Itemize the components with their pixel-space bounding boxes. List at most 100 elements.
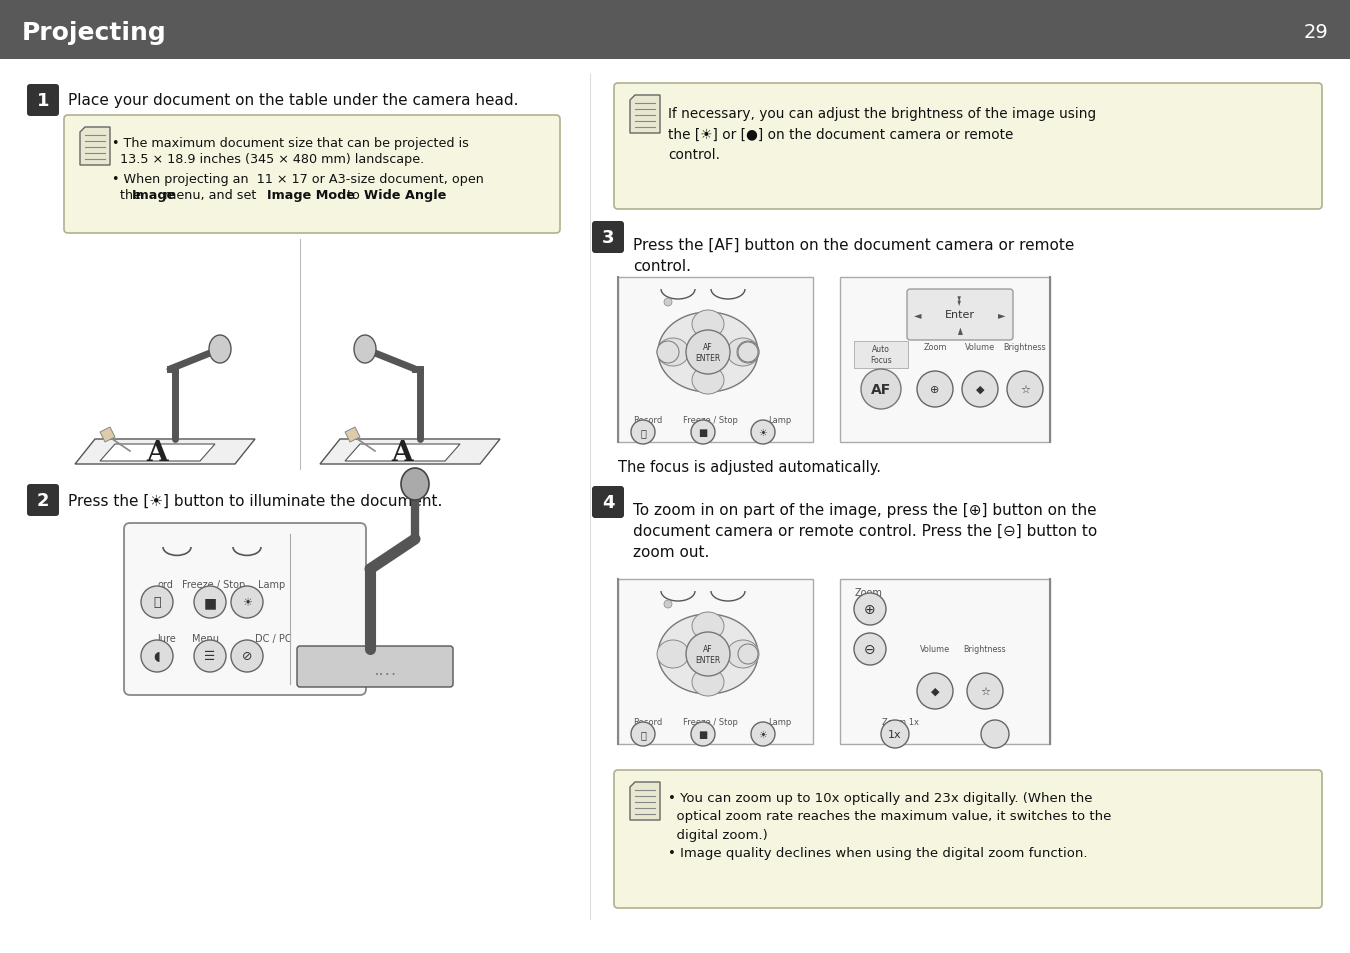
Text: The focus is adjusted automatically.: The focus is adjusted automatically. [618,459,882,475]
Text: .: . [433,189,437,202]
Text: ■: ■ [698,729,707,740]
Circle shape [664,298,672,307]
Circle shape [231,586,263,618]
Text: AF: AF [871,382,891,396]
Circle shape [1007,372,1044,408]
Text: Image Mode: Image Mode [267,189,355,202]
FancyBboxPatch shape [63,116,560,233]
Circle shape [917,673,953,709]
Text: ☀: ☀ [242,598,252,607]
Circle shape [738,644,757,664]
Circle shape [882,720,909,748]
Ellipse shape [401,469,429,500]
Text: ⊖: ⊖ [864,642,876,657]
Polygon shape [76,439,255,464]
Text: A: A [392,440,413,467]
Text: •• • •: •• • • [375,671,396,678]
Text: Freeze / Stop: Freeze / Stop [683,416,738,424]
Text: ⊕: ⊕ [864,602,876,617]
Text: Projecting: Projecting [22,21,167,45]
FancyBboxPatch shape [618,277,813,442]
Text: • When projecting an  11 × 17 or A3-size document, open: • When projecting an 11 × 17 or A3-size … [112,172,483,186]
Circle shape [967,673,1003,709]
Text: Brightness: Brightness [964,644,1006,654]
Text: ■: ■ [204,596,216,609]
Ellipse shape [693,668,724,697]
Text: ◄: ◄ [914,310,922,319]
Text: 📷: 📷 [154,596,161,609]
Polygon shape [346,444,460,461]
Circle shape [917,372,953,408]
Text: Lamp: Lamp [768,416,791,424]
Text: A: A [146,440,167,467]
Circle shape [231,640,263,672]
Text: 3: 3 [602,229,614,247]
FancyBboxPatch shape [840,277,1050,442]
FancyBboxPatch shape [618,579,813,744]
FancyBboxPatch shape [0,0,1350,60]
Circle shape [738,343,757,363]
Circle shape [194,640,225,672]
FancyBboxPatch shape [124,523,366,696]
Text: ◆: ◆ [930,686,940,697]
Text: Lamp: Lamp [258,579,285,589]
Text: Freeze / Stop: Freeze / Stop [182,579,246,589]
Text: If necessary, you can adjust the brightness of the image using
the [☀] or [●] on: If necessary, you can adjust the brightn… [668,107,1096,162]
Text: 29: 29 [1303,24,1328,43]
FancyBboxPatch shape [840,579,1050,744]
Text: menu, and set: menu, and set [161,189,261,202]
Text: ☀: ☀ [759,729,767,740]
Ellipse shape [693,367,724,395]
Text: • The maximum document size that can be projected is: • The maximum document size that can be … [112,137,468,150]
Text: ⊕: ⊕ [930,385,940,395]
FancyBboxPatch shape [593,222,624,253]
Text: the: the [112,189,144,202]
Text: ⊘: ⊘ [242,650,252,662]
Text: ☰: ☰ [204,650,216,662]
Circle shape [981,720,1008,748]
Text: ►: ► [954,326,965,334]
Circle shape [691,420,716,444]
FancyBboxPatch shape [27,484,59,517]
Circle shape [737,341,759,364]
Text: Volume: Volume [965,343,995,352]
Text: To zoom in on part of the image, press the [⊕] button on the
document camera or : To zoom in on part of the image, press t… [633,502,1098,559]
FancyBboxPatch shape [855,341,909,369]
Polygon shape [630,782,660,821]
Circle shape [140,586,173,618]
Polygon shape [100,444,215,461]
Polygon shape [80,128,109,166]
Text: AF
ENTER: AF ENTER [695,644,721,664]
Text: ☆: ☆ [1021,385,1030,395]
Circle shape [691,722,716,746]
FancyBboxPatch shape [907,290,1012,340]
Ellipse shape [657,338,688,367]
Circle shape [657,341,679,364]
Text: 4: 4 [602,494,614,512]
Circle shape [686,633,730,677]
Text: 📷: 📷 [640,428,645,437]
Text: ☆: ☆ [980,686,990,697]
Text: ☀: ☀ [759,428,767,437]
Ellipse shape [657,640,688,668]
Circle shape [751,420,775,444]
Text: Zoom 1x: Zoom 1x [882,718,918,726]
Ellipse shape [728,640,759,668]
Text: DC / PC: DC / PC [255,634,292,643]
Text: ■: ■ [698,428,707,437]
Circle shape [630,420,655,444]
Polygon shape [320,439,500,464]
Text: Record: Record [633,416,663,424]
Text: AF
ENTER: AF ENTER [695,343,721,362]
FancyBboxPatch shape [27,85,59,117]
Circle shape [140,640,173,672]
Ellipse shape [209,335,231,364]
Text: lure: lure [157,634,176,643]
Text: ►: ► [998,310,1006,319]
Circle shape [751,722,775,746]
Text: ord: ord [157,579,173,589]
Ellipse shape [728,338,759,367]
Text: to: to [343,189,364,202]
Text: Freeze / Stop: Freeze / Stop [683,718,738,726]
Polygon shape [346,428,360,442]
